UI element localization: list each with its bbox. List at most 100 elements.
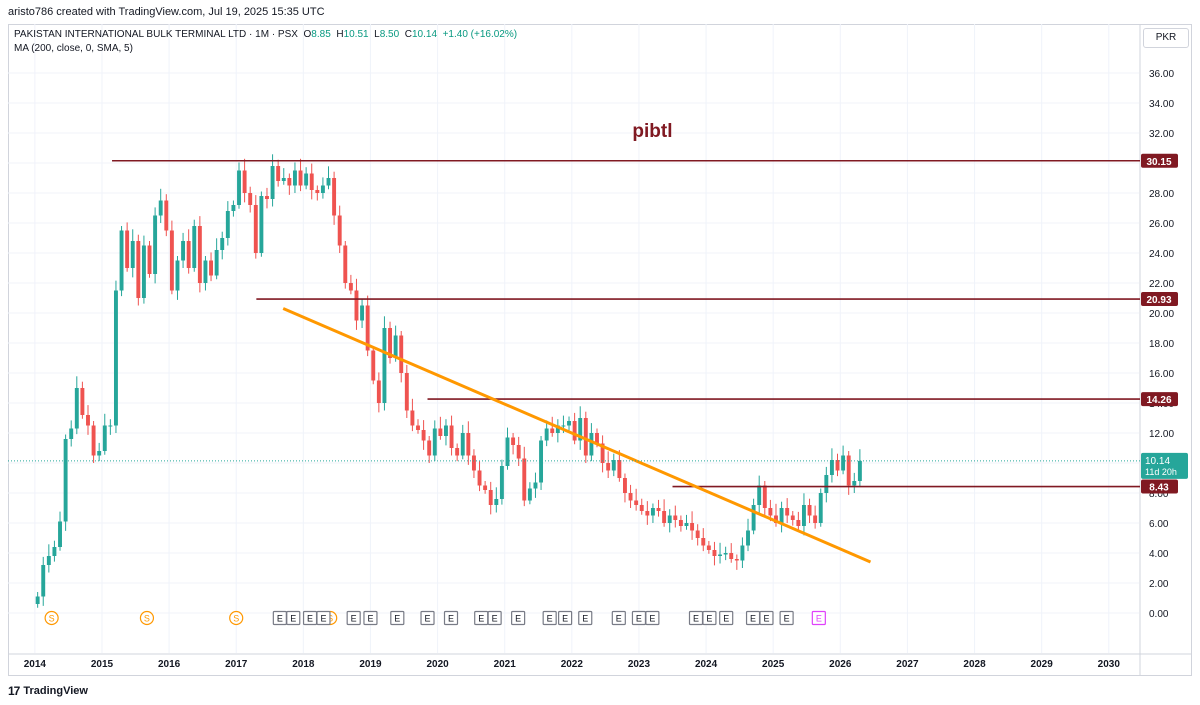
candle-body <box>388 328 392 358</box>
earnings-marker-icon <box>578 610 593 626</box>
change-value: +1.40 (+16.02%) <box>442 29 518 40</box>
candle-body <box>466 433 471 456</box>
candle-body <box>253 205 258 253</box>
level-price-label: 20.93 <box>1146 295 1171 306</box>
candle-body <box>678 520 683 526</box>
candle-body <box>706 545 711 550</box>
earnings-marker-label: E <box>547 614 553 624</box>
candle-body <box>74 388 79 429</box>
high-value: 10.51 <box>343 29 369 40</box>
dividend-marker-label: S <box>49 614 55 624</box>
earnings-marker-label: E <box>706 614 712 624</box>
candle-body <box>102 425 107 451</box>
candle-body <box>801 505 806 526</box>
candle-body <box>578 418 583 441</box>
y-tick-label: 36.00 <box>1149 69 1174 80</box>
y-tick-label: 12.00 <box>1149 429 1174 440</box>
earnings-marker-label: E <box>478 614 484 624</box>
y-tick-label: 6.00 <box>1149 519 1169 530</box>
candle-body <box>505 437 510 466</box>
candle-body <box>723 553 728 555</box>
ohlc-line: PAKISTAN INTERNATIONAL BULK TERMINAL LTD… <box>14 28 517 42</box>
candle-body <box>416 425 420 430</box>
candle-body <box>432 428 437 456</box>
earnings-marker-icon <box>487 610 502 626</box>
close-label: C <box>404 29 412 40</box>
candle-body <box>600 443 605 463</box>
candle-body <box>231 205 236 211</box>
low-value: 8.50 <box>379 29 400 40</box>
earnings-marker-icon <box>363 610 378 626</box>
earnings-marker-label: E <box>394 614 400 624</box>
y-tick-label: 20.00 <box>1149 309 1174 320</box>
candle-body <box>421 430 426 441</box>
candle-body <box>399 335 404 373</box>
candle-body <box>69 428 74 439</box>
candle-body <box>718 554 723 556</box>
candle-body <box>427 440 432 456</box>
candle-body <box>589 433 594 456</box>
candle-body <box>533 482 538 489</box>
candle-body <box>147 245 152 274</box>
ma-indicator-label[interactable]: MA (200, close, 0, SMA, 5) <box>14 43 133 54</box>
candle-body <box>611 460 616 471</box>
candle-body <box>130 241 135 268</box>
candle-body <box>63 439 68 522</box>
candle-body <box>829 460 834 475</box>
chart-frame <box>8 24 1192 676</box>
candle-body <box>265 196 269 199</box>
candle-body <box>690 523 695 531</box>
dividend-marker-icon <box>44 610 59 626</box>
y-tick-label: 24.00 <box>1149 249 1174 260</box>
candle-body <box>555 425 560 433</box>
tradingview-brand: TradingView <box>23 685 88 697</box>
candle-body <box>326 178 331 186</box>
candle-body <box>494 499 499 505</box>
candle-body <box>58 521 62 547</box>
level-price-tag <box>1141 479 1178 494</box>
candle-body <box>807 505 812 516</box>
x-tick-label: 2017 <box>225 659 248 670</box>
currency-button[interactable]: PKR <box>1143 28 1189 48</box>
countdown-label: 11d 20h <box>1145 467 1177 477</box>
x-tick-label: 2020 <box>426 659 449 670</box>
candle-body <box>550 428 555 433</box>
candle-body <box>248 193 253 205</box>
candle-body <box>158 200 163 216</box>
earnings-marker-label: E <box>492 614 498 624</box>
candle-body <box>141 245 146 298</box>
candle-body <box>270 166 275 199</box>
candle-body <box>695 530 700 538</box>
candle-body <box>354 290 359 321</box>
candle-body <box>483 485 488 490</box>
candle-body <box>169 230 174 291</box>
candle-body <box>237 170 241 205</box>
candle-body <box>824 475 829 493</box>
candle-body <box>785 508 790 516</box>
earnings-marker-label: E <box>448 614 454 624</box>
candle-body <box>544 428 549 441</box>
candle-body <box>80 388 85 415</box>
dividend-marker-label: S <box>144 614 150 624</box>
candle-body <box>734 559 739 561</box>
open-value: 8.85 <box>311 29 331 40</box>
x-tick-label: 2019 <box>359 659 382 670</box>
candle-body <box>292 170 297 186</box>
candle-body <box>667 515 672 523</box>
candle-body <box>639 505 644 511</box>
candle-body <box>673 515 678 520</box>
current-price-tag <box>1141 452 1188 479</box>
candle-body <box>701 538 706 546</box>
candle-body <box>181 241 186 261</box>
earnings-marker-label: E <box>750 614 756 624</box>
candle-body <box>97 451 102 456</box>
candle-body <box>242 170 247 193</box>
upcoming-earnings-icon <box>811 610 826 626</box>
earnings-marker-label: E <box>582 614 588 624</box>
candle-body <box>438 428 443 436</box>
candle-body <box>779 508 784 523</box>
earnings-marker-label: E <box>649 614 655 624</box>
symbol-name[interactable]: PAKISTAN INTERNATIONAL BULK TERMINAL LTD… <box>14 29 298 40</box>
candle-body <box>136 241 141 298</box>
